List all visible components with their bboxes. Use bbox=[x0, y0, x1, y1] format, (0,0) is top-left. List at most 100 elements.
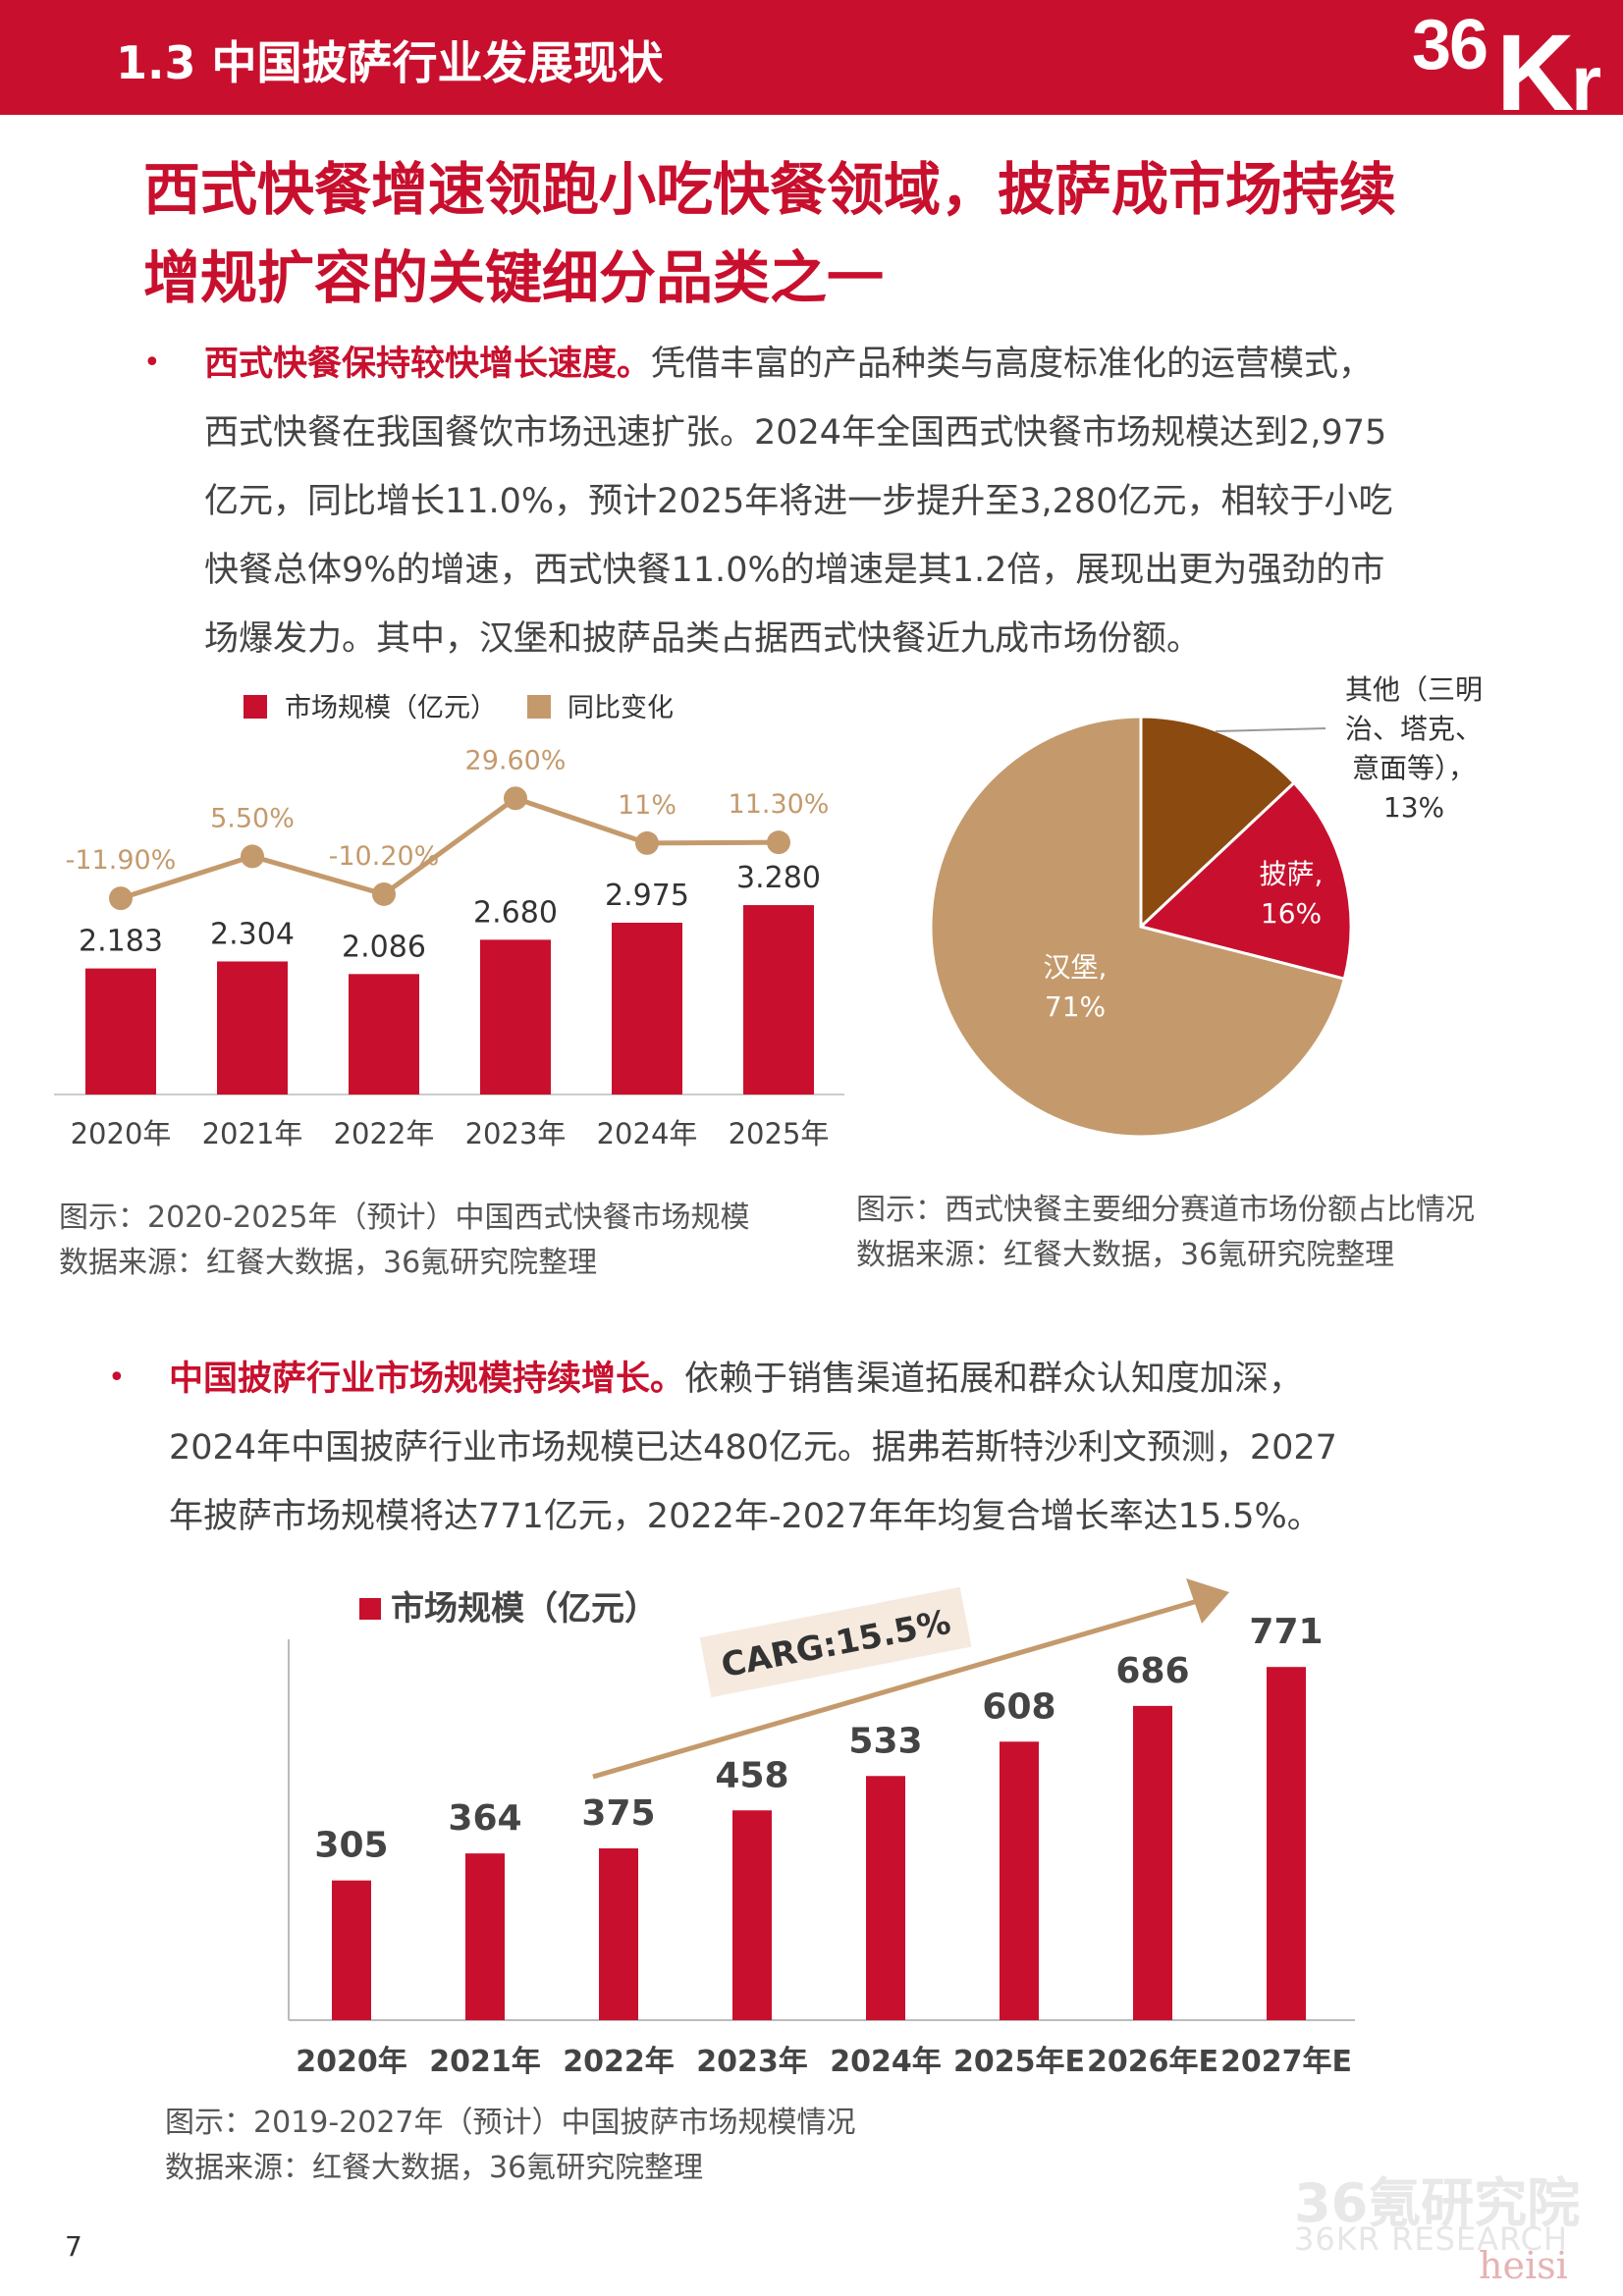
bullet-point-2: • bbox=[108, 1361, 126, 1395]
yoy-point bbox=[767, 830, 790, 855]
pie-slice-label: 16% bbox=[1261, 897, 1322, 930]
section-title: 1.3 中国披萨行业发展现状 bbox=[116, 36, 664, 89]
cagr-arrow-head bbox=[1186, 1578, 1229, 1624]
pie-slice-label: 治、塔克、 bbox=[1345, 713, 1483, 745]
paragraph2-line1-rest: 依赖于销售渠道拓展和群众认知度加深， bbox=[684, 1360, 1304, 1399]
main-heading: 西式快餐增速领跑小吃快餐领域，披萨成市场持续 增规扩容的关键细分品类之一 bbox=[143, 145, 1538, 322]
x-tick-label: 2025年 bbox=[729, 1117, 830, 1150]
yoy-value-label: -10.20% bbox=[329, 841, 440, 872]
bar-pizza-market bbox=[332, 1880, 371, 2020]
yoy-value-label: 29.60% bbox=[465, 745, 567, 775]
bar-pizza-market bbox=[866, 1776, 905, 2020]
chart3-caption: 图示：2019-2027年（预计）中国披萨市场规模情况 bbox=[165, 2106, 856, 2140]
paragraph1-line1: 西式快餐保持较快增长速度。凭借丰富的产品种类与高度标准化的运营模式， bbox=[204, 330, 1579, 399]
segment-share-pie-svg: 其他（三明治、塔克、意面等）， 13% 披萨, 16% 汉堡, 71% bbox=[929, 673, 1483, 1139]
bar-value-label: 2.304 bbox=[210, 917, 295, 951]
yoy-value-label: 5.50% bbox=[210, 803, 295, 833]
legend-label-pizza-market: 市场规模（亿元） bbox=[391, 1589, 658, 1629]
bar-pizza-market bbox=[465, 1853, 505, 2020]
main-heading-line1: 西式快餐增速领跑小吃快餐领域，披萨成市场持续 bbox=[143, 156, 1397, 223]
bar-value-label: 375 bbox=[581, 1793, 655, 1834]
yoy-point bbox=[241, 844, 264, 869]
legend-swatch-yoy bbox=[527, 695, 551, 719]
bar-western-fastfood bbox=[480, 939, 551, 1095]
36kr-logo: 36 K r bbox=[1412, 6, 1601, 115]
yoy-point bbox=[372, 881, 396, 906]
paragraph2-line3: 年披萨市场规模将达771亿元，2022年-2027年年均复合增长率达15.5%。 bbox=[169, 1497, 1322, 1536]
yoy-point bbox=[109, 886, 133, 911]
bar-value-label: 2.183 bbox=[79, 925, 163, 959]
paragraph-pizza-market: 中国披萨行业市场规模持续增长。依赖于销售渠道拓展和群众认知度加深， 2024年中… bbox=[169, 1345, 1583, 1551]
svg-text:r: r bbox=[1571, 39, 1601, 115]
legend-label-yoy: 同比变化 bbox=[568, 693, 674, 723]
chart3-source: 数据来源：红餐大数据，36氪研究院整理 bbox=[165, 2151, 704, 2185]
pie-slice-label: 意面等）， bbox=[1352, 752, 1476, 784]
chart2-source: 数据来源：红餐大数据，36氪研究院整理 bbox=[856, 1238, 1395, 1272]
bar-pizza-market bbox=[599, 1848, 638, 2020]
yoy-point bbox=[504, 786, 527, 811]
pie-slice-label: 13% bbox=[1383, 791, 1444, 824]
pizza-market-chart-svg: 市场规模（亿元） CARG:15.5%3052020年3642021年375202… bbox=[288, 1578, 1355, 2079]
bar-western-fastfood bbox=[85, 968, 156, 1095]
bar-value-label: 364 bbox=[448, 1798, 521, 1839]
bar-value-label: 305 bbox=[314, 1826, 388, 1866]
yoy-value-label: 11% bbox=[618, 790, 676, 821]
paragraph1-lead: 西式快餐保持较快增长速度。 bbox=[204, 345, 652, 384]
pie-slice-label: 披萨, bbox=[1260, 858, 1324, 890]
bar-value-label: 3.280 bbox=[736, 861, 821, 895]
yoy-value-label: 11.30% bbox=[729, 789, 830, 820]
bar-value-label: 771 bbox=[1249, 1612, 1323, 1652]
bar-pizza-market bbox=[1267, 1667, 1306, 2020]
main-heading-line2: 增规扩容的关键细分品类之一 bbox=[143, 244, 885, 311]
watermark-heisi: heisi bbox=[1479, 2244, 1568, 2287]
x-tick-label: 2020年 bbox=[296, 2045, 407, 2079]
pizza-market-chart: 市场规模（亿元） CARG:15.5% 305 2020年 364 2021年 375 202… bbox=[216, 1561, 1394, 2110]
bar-pizza-market bbox=[732, 1810, 772, 2020]
bar-value-label: 458 bbox=[715, 1755, 788, 1795]
pie-slice-label: 71% bbox=[1045, 990, 1106, 1023]
x-tick-label: 2027年E bbox=[1220, 2045, 1352, 2079]
pie-slice bbox=[1137, 780, 1353, 982]
bar-pizza-market bbox=[1133, 1705, 1172, 2020]
paragraph-western-fastfood: 西式快餐保持较快增长速度。凭借丰富的产品种类与高度标准化的运营模式， 西式快餐在… bbox=[204, 330, 1579, 673]
paragraph1-line3: 亿元，同比增长11.0%，预计2025年将进一步提升至3,280亿元，相较于小吃 bbox=[204, 482, 1393, 521]
pie-slice bbox=[929, 715, 1347, 1139]
bar-western-fastfood bbox=[743, 905, 814, 1095]
pie-leader-line bbox=[1215, 727, 1326, 732]
x-tick-label: 2021年 bbox=[202, 1117, 303, 1150]
chart1-source: 数据来源：红餐大数据，36氪研究院整理 bbox=[59, 1246, 598, 1280]
x-tick-label: 2022年 bbox=[334, 1117, 435, 1150]
cagr-label-bg bbox=[699, 1586, 972, 1698]
x-tick-label: 2024年 bbox=[597, 1117, 698, 1150]
x-tick-label: 2026年E bbox=[1087, 2045, 1218, 2079]
x-tick-label: 2020年 bbox=[71, 1117, 172, 1150]
header-band bbox=[0, 0, 1623, 115]
paragraph1-line1-rest: 凭借丰富的产品种类与高度标准化的运营模式， bbox=[651, 345, 1374, 384]
x-tick-label: 2022年 bbox=[563, 2045, 675, 2079]
paragraph1-line5: 场爆发力。其中，汉堡和披萨品类占据西式快餐近九成市场份额。 bbox=[204, 619, 1202, 659]
x-tick-label: 2024年 bbox=[830, 2045, 942, 2079]
x-tick-label: 2021年 bbox=[429, 2045, 541, 2079]
x-tick-label: 2025年E bbox=[953, 2045, 1085, 2079]
watermark-en: 36KR RESEARCH bbox=[1294, 2220, 1569, 2258]
bar-value-label: 686 bbox=[1115, 1651, 1189, 1691]
bar-value-label: 2.086 bbox=[342, 930, 426, 964]
bar-value-label: 2.680 bbox=[473, 895, 558, 930]
pie-slice bbox=[1139, 715, 1297, 931]
x-tick-label: 2023年 bbox=[465, 1117, 567, 1150]
cagr-arrow-line bbox=[592, 1595, 1209, 1780]
western-fastfood-market-chart: 市场规模（亿元） 同比变化 2.183 2020年 2.304 2021年 2.086 202… bbox=[39, 677, 864, 1168]
paragraph2-line1: 中国披萨行业市场规模持续增长。依赖于销售渠道拓展和群众认知度加深， bbox=[169, 1345, 1583, 1414]
paragraph2-line2: 2024年中国披萨行业市场规模已达480亿元。据弗若斯特沙利文预测，2027 bbox=[169, 1428, 1337, 1468]
paragraph1-line4: 快餐总体9%的增速，西式快餐11.0%的增速是其1.2倍，展现出更为强劲的市 bbox=[204, 551, 1385, 590]
yoy-line bbox=[120, 795, 780, 901]
page-number: 7 bbox=[65, 2230, 82, 2263]
pie-slice-label: 汉堡, bbox=[1044, 951, 1108, 984]
paragraph1-line2: 西式快餐在我国餐饮市场迅速扩张。2024年全国西式快餐市场规模达到2,975 bbox=[204, 413, 1387, 453]
pie-slice-label: 其他（三明 bbox=[1345, 673, 1483, 706]
bullet-point-1: • bbox=[143, 346, 161, 380]
bar-western-fastfood bbox=[612, 923, 682, 1095]
chart2-caption: 图示：西式快餐主要细分赛道市场份额占比情况 bbox=[856, 1193, 1475, 1227]
svg-text:36: 36 bbox=[1412, 6, 1487, 84]
western-fastfood-chart-svg: 市场规模（亿元） 同比变化 2.183 2020年 2.304 2021年 2.086 202… bbox=[54, 693, 844, 1150]
